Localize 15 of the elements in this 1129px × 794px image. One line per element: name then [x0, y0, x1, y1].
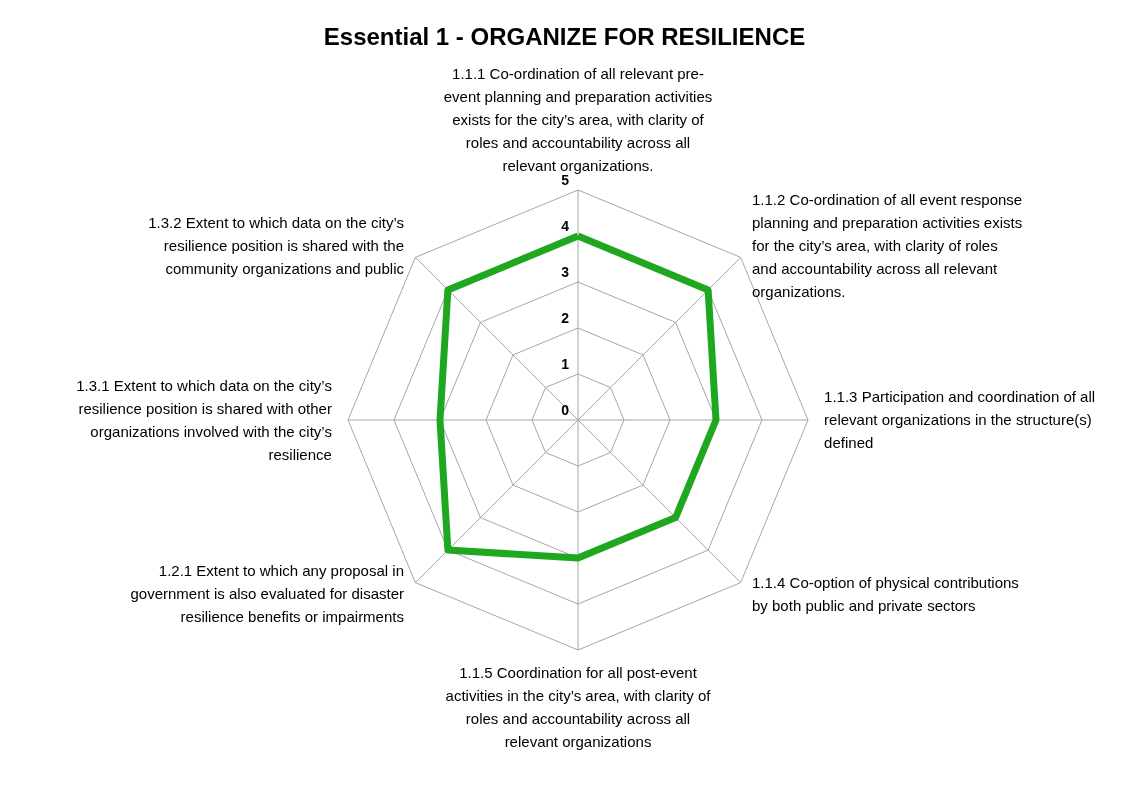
spoke-label: 1.1.1 Co-ordination of all relevant pre- event planning and preparation activities exists for the city’s area, with clarity of roles and accountability across all relevant organizations.	[443, 64, 713, 174]
spoke-label: 1.2.1 Extent to which any proposal in government is also evaluated for disaster resilience benefits or impairments	[130, 562, 404, 626]
spoke-label: 1.3.1 Extent to which data on the city’s resilience position is shared with other organizations involved with the city’s resilience	[76, 376, 332, 463]
spoke-label: 1.1.4 Co-option of physical contributions by both public and private sectors	[752, 573, 1019, 614]
spoke-label: 1.1.2 Co-ordination of all event response planning and preparation activities exists for the city’s area, with clarity of roles and accountability across all relevant organizations.	[752, 190, 1023, 300]
y-tick-label: 0	[561, 402, 570, 418]
y-tick-label: 1	[561, 356, 570, 372]
y-tick-label: 3	[561, 264, 570, 280]
spoke-label: 1.1.5 Coordination for all post-event activities in the city’s area, with clarity of roles and accountability across all relevant organizations	[445, 664, 712, 751]
y-tick-label: 4	[561, 218, 570, 234]
y-tick-label: 2	[561, 310, 570, 326]
chart-title: Essential 1 - ORGANIZE FOR RESILIENCE	[323, 23, 806, 50]
spoke-label: 1.1.3 Participation and coordination of all relevant organizations in the structure(s) defined	[824, 388, 1096, 451]
spoke-label: 1.3.2 Extent to which data on the city’s resilience position is shared with the community organizations and public	[148, 213, 405, 277]
y-tick-label: 5	[561, 172, 570, 188]
